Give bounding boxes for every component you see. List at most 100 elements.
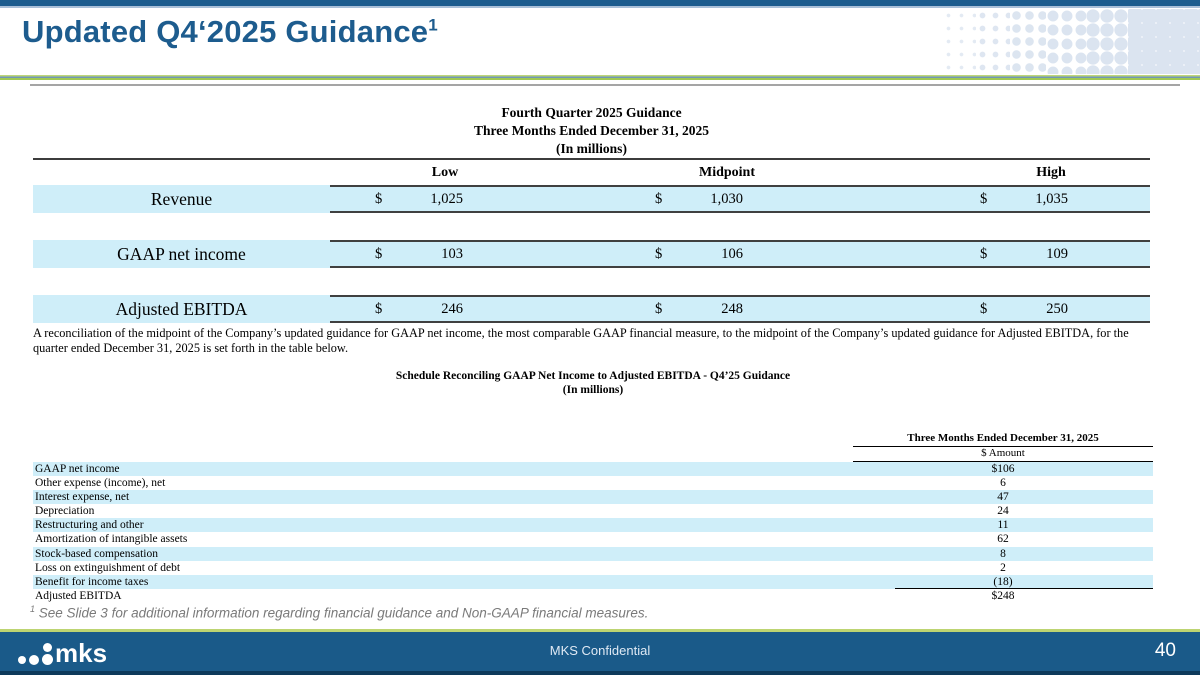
dollar-sign: $ [375,300,383,317]
dot-strip [1010,9,1046,74]
green-divider [0,75,1200,80]
reconciliation-note: A reconciliation of the midpoint of the … [33,326,1129,355]
value-column-header: Three Months Ended December 31, 2025 $ A… [853,431,1153,462]
dot-strip [942,9,976,74]
reconciliation-title-line1: Schedule Reconciling GAAP Net Income to … [395,370,791,382]
dollar-sign: $ [655,300,663,317]
row-label: Depreciation [35,505,95,518]
cell-gaap-low: $103 [330,240,560,268]
cell-value: 109 [1046,245,1068,262]
dot-strip [1046,9,1086,74]
row-value: $106 [991,462,1015,475]
reconciliation-table-header: Three Months Ended December 31, 2025 $ A… [33,431,1153,462]
dollar-sign: $ [375,190,383,207]
reconciliation-table-body: GAAP net income $106 Other expense (incom… [33,461,1153,604]
dot-strip [1086,9,1128,74]
cell-ebitda-midpoint: $248 [560,295,880,323]
cell-value: 1,035 [1035,190,1068,207]
row-value: 24 [997,505,1009,518]
footer-bar: mks MKS Confidential 40 [0,632,1200,671]
footer-green-divider [0,629,1200,632]
title-footnote-marker: 1 [428,15,438,35]
top-accent-bar [0,0,1200,8]
dollar-sign: $ [980,245,988,262]
guidance-table-titles: Fourth Quarter 2025 Guidance Three Month… [33,104,1150,158]
row-label: Amortization of intangible assets [35,533,188,546]
table-spacer [33,268,1150,295]
table-row: Adjusted EBITDA $248 [33,589,1153,603]
table-row: Restructuring and other 11 [33,518,1153,533]
table-spacer [33,213,1150,240]
guidance-title-line1: Fourth Quarter 2025 Guidance [501,105,682,120]
row-label: Adjusted EBITDA [115,298,248,319]
row-value: 6 [1000,476,1006,489]
bottom-navy-strip [0,671,1200,675]
row-label: Restructuring and other [35,519,144,532]
footnote-marker: 1 [30,604,36,614]
logo-dot-icon [29,655,39,665]
dollar-sign: $ [655,190,663,207]
logo-text: mks [55,638,108,668]
row-label: Other expense (income), net [35,476,166,489]
cell-gaap-high: $109 [880,240,1150,268]
column-header-midpoint: Midpoint [698,164,755,180]
logo-dot-icon [42,654,53,665]
logo-dot-icon [43,643,52,652]
table-row: GAAP net income $106 [33,461,1153,476]
footnote: 1 See Slide 3 for additional information… [30,604,648,621]
row-value: 62 [997,533,1009,546]
page-title-text: Updated Q4‘2025 Guidance [22,14,429,49]
row-label: GAAP net income [117,243,246,264]
row-value: 11 [997,519,1009,532]
cell-value: 246 [441,300,463,317]
guidance-table: Fourth Quarter 2025 Guidance Three Month… [33,104,1150,323]
guidance-title-line2: Three Months Ended December 31, 2025 [474,123,709,138]
row-value: $248 [991,590,1015,603]
dollar-sign: $ [655,245,663,262]
dollar-sign: $ [375,245,383,262]
row-label: Benefit for income taxes [35,576,149,588]
guidance-header-row: Low Midpoint High [33,160,1150,185]
table-row-gaap-net-income: GAAP net income $103 $106 $109 [33,240,1150,268]
row-value: 8 [1000,547,1006,560]
cell-value: 106 [721,245,743,262]
dot-strip [1128,9,1200,74]
cell-ebitda-high: $250 [880,295,1150,323]
cell-value: 1,025 [430,190,463,207]
empty-header-cell [33,431,853,462]
row-label: GAAP net income [35,462,120,475]
table-row: Other expense (income), net 6 [33,476,1153,490]
reconciliation-table: Three Months Ended December 31, 2025 $ A… [33,431,1153,603]
logo-dot-icon [18,656,26,664]
row-value: 2 [1000,561,1006,574]
cell-revenue-high: $1,035 [880,185,1150,213]
cell-gaap-midpoint: $106 [560,240,880,268]
reconciliation-table-titles: Schedule Reconciling GAAP Net Income to … [33,369,1153,397]
row-value: 47 [997,490,1009,503]
table-row-revenue: Revenue $1,025 $1,030 $1,035 [33,185,1150,213]
gray-divider [30,84,1180,86]
table-row: Loss on extinguishment of debt 2 [33,561,1153,575]
cell-value: 1,030 [710,190,743,207]
guidance-title-line3: (In millions) [556,141,627,156]
cell-value: 250 [1046,300,1068,317]
column-header-low: Low [431,164,459,180]
logo-dot-column [42,643,53,665]
page-title: Updated Q4‘2025 Guidance1 [22,14,438,50]
row-label: Adjusted EBITDA [35,590,122,603]
cell-revenue-midpoint: $1,030 [560,185,880,213]
dollar-sign: $ [980,190,988,207]
row-value: (18) [853,575,1153,590]
table-row-adjusted-ebitda: Adjusted EBITDA $246 $248 $250 [33,295,1150,323]
footnote-text: See Slide 3 for additional information r… [35,605,649,621]
mks-logo: mks [18,638,108,668]
page-number: 40 [1154,640,1176,661]
guidance-table-top-rule [33,158,1150,160]
cell-value: 103 [441,245,463,262]
halftone-dots-decoration [942,9,1200,74]
row-label: Revenue [150,188,213,209]
table-row: Stock-based compensation 8 [33,546,1153,561]
cell-ebitda-low: $246 [330,295,560,323]
dot-strip [976,9,1010,74]
